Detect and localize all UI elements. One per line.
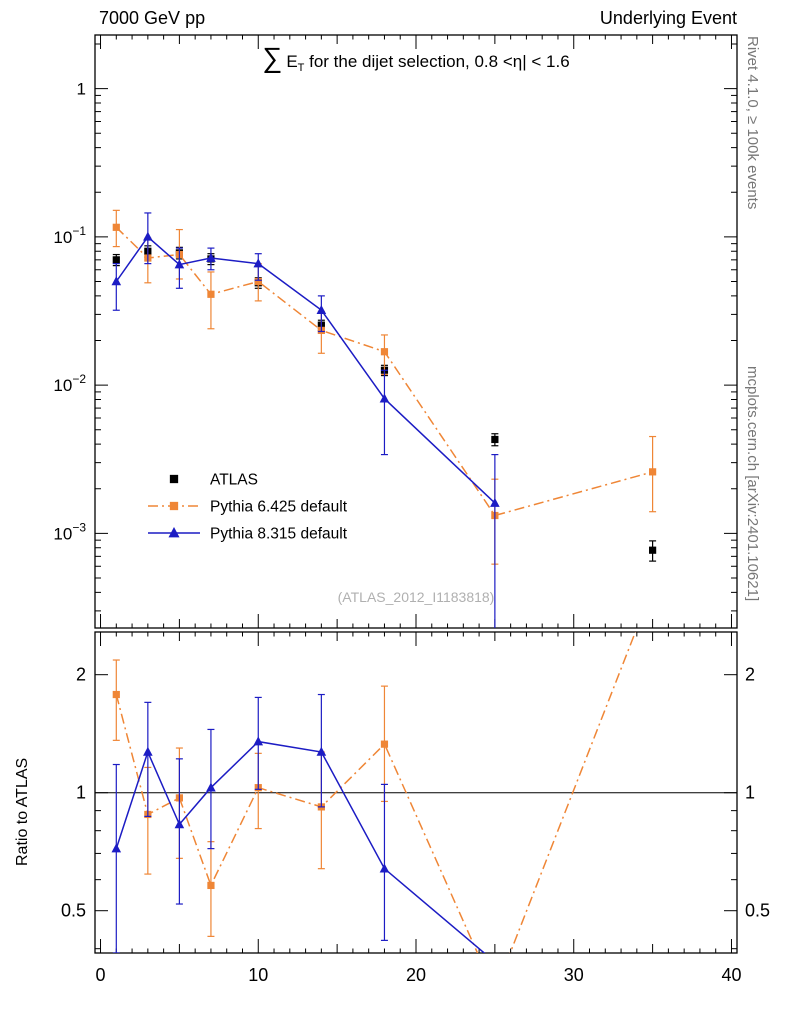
main-y-tick-label: 10−3 [53, 520, 86, 543]
data-point-marker [206, 252, 216, 262]
legend-item-pythia6: Pythia 6.425 default [148, 499, 348, 516]
series-pythia8-main [111, 212, 500, 628]
error-bar [491, 453, 499, 628]
error-bar [380, 369, 388, 456]
main-y-tick-label: 1 [77, 80, 86, 99]
data-point-marker [380, 740, 389, 748]
error-bar [112, 763, 120, 953]
main-y-tick-label: 10−1 [53, 224, 86, 247]
series-pythia8-ratio [111, 693, 500, 966]
data-point-marker [207, 290, 215, 298]
analysis-id-watermark: (ATLAS_2012_I1183818) [337, 589, 495, 605]
error-bar [207, 271, 215, 330]
data-point-marker [379, 863, 390, 873]
main-x-ticks [100, 35, 732, 628]
data-point-marker [379, 393, 390, 403]
error-bar [144, 701, 152, 818]
data-point-marker [491, 988, 498, 995]
ratio-y-tick-label-left: 1 [76, 783, 86, 803]
ratio-y-tick-label-left: 0.5 [61, 901, 86, 921]
series-line [115, 740, 486, 953]
error-bar [112, 659, 120, 741]
plot-title: ∑ ET for the dijet selection, 0.8 <η| < 1… [95, 42, 737, 74]
error-bar [175, 758, 183, 905]
ratio-y-tick-label-right: 1 [745, 783, 755, 803]
ratio-y-ticks [95, 674, 737, 950]
error-bar [380, 783, 388, 941]
data-point-marker [316, 746, 327, 756]
data-point-marker [207, 881, 215, 890]
sum-symbol: ∑ [262, 42, 283, 73]
data-point-marker [490, 957, 500, 966]
x-tick-label: 40 [721, 965, 741, 985]
beam-energy-label: 7000 GeV pp [99, 8, 206, 28]
legend-label: Pythia 6.425 default [210, 499, 348, 516]
series-line [115, 235, 496, 504]
data-point-marker [490, 497, 500, 507]
data-point-marker [143, 231, 153, 241]
data-point-marker [169, 501, 179, 511]
data-point-marker [380, 348, 389, 356]
observable-symbol: E [286, 52, 298, 71]
mcplots-arxiv-label: mcplots.cern.ch [arXiv:2401.10621] [744, 366, 761, 602]
ratio-y-tick-label-right: 2 [745, 665, 755, 685]
ratio-x-ticks [100, 632, 732, 953]
data-point-marker [143, 746, 153, 756]
data-point-marker [174, 259, 185, 269]
ratio-y-tick-label-right: 0.5 [745, 901, 770, 921]
x-tick-label: 30 [564, 965, 584, 985]
data-point-marker [112, 690, 120, 699]
data-point-marker [174, 819, 185, 829]
error-bar [112, 263, 120, 311]
data-point-marker [111, 843, 122, 853]
rivet-version-label: Rivet 4.1.0, ≥ 100k events [744, 36, 761, 210]
main-y-tick-label: 10−2 [53, 372, 86, 395]
data-point-marker [111, 276, 122, 286]
legend-label: Pythia 8.315 default [210, 526, 348, 543]
main-y-ticks [95, 43, 737, 612]
data-point-marker [253, 736, 264, 746]
data-point-marker [491, 435, 499, 444]
observable-subscript: T [297, 62, 305, 75]
data-point-marker [112, 223, 120, 231]
x-tick-label: 20 [406, 965, 426, 985]
selection-text: for the dijet selection, 0.8 <η| < 1.6 [304, 52, 570, 71]
data-point-marker [316, 305, 327, 315]
ratio-y-tick-label-left: 2 [76, 665, 86, 685]
main-panel-frame [94, 34, 738, 629]
data-point-marker [112, 256, 120, 264]
legend-label: ATLAS [210, 472, 258, 489]
data-point-marker [649, 468, 657, 476]
data-point-marker [169, 474, 179, 484]
x-tick-label: 0 [96, 965, 106, 985]
legend-item-atlas: ATLAS [169, 472, 258, 489]
x-tick-label: 10 [248, 965, 268, 985]
ratio-axis-label: Ratio to ATLAS [14, 757, 31, 866]
data-point-marker [253, 258, 264, 268]
data-point-marker [254, 277, 262, 286]
analysis-topic-label: Underlying Event [599, 8, 737, 28]
data-point-marker [168, 527, 180, 538]
legend-item-pythia8: Pythia 8.315 default [148, 526, 348, 543]
data-point-marker [649, 546, 657, 554]
data-point-marker [206, 782, 216, 792]
